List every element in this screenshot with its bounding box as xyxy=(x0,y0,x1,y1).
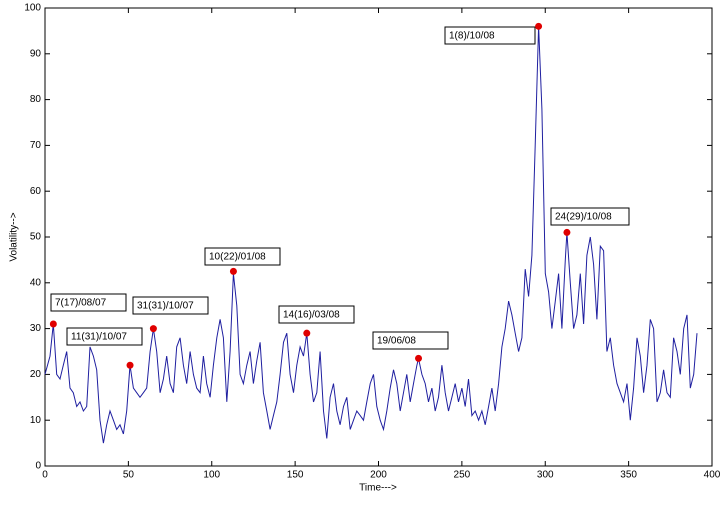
annotation-label: 14(16)/03/08 xyxy=(283,310,340,321)
y-tick-label: 80 xyxy=(30,94,42,105)
y-tick-label: 60 xyxy=(30,186,42,197)
y-axis-label: Volatility--> xyxy=(9,212,20,261)
annotation-box xyxy=(50,293,127,312)
y-tick-label: 20 xyxy=(30,369,42,380)
series-line xyxy=(44,26,698,444)
x-tick-label: 50 xyxy=(123,470,135,481)
x-tick-label: 100 xyxy=(203,470,220,481)
annotation-box xyxy=(66,327,143,346)
annotation-label: 1(8)/10/08 xyxy=(449,31,495,42)
y-tick-label: 70 xyxy=(30,140,42,151)
highlight-point xyxy=(126,361,134,369)
x-tick-label: 0 xyxy=(42,470,48,481)
annotation-label: 31(31)/10/07 xyxy=(137,301,194,312)
highlight-point xyxy=(563,228,571,236)
x-axis-label: Time---> xyxy=(359,483,397,494)
x-tick-label: 200 xyxy=(370,470,387,481)
annotation-box xyxy=(204,247,281,266)
highlight-point xyxy=(49,320,57,328)
annotation-label: 24(29)/10/08 xyxy=(555,212,612,223)
annotation-box xyxy=(372,331,449,350)
x-tick-label: 150 xyxy=(287,470,304,481)
x-tick-label: 300 xyxy=(537,470,554,481)
y-tick-label: 0 xyxy=(35,461,41,472)
highlight-point xyxy=(303,329,311,337)
annotation-label: 7(17)/08/07 xyxy=(55,298,107,309)
highlight-point xyxy=(415,354,423,362)
annotation-box xyxy=(278,305,355,324)
annotation-label: 19/06/08 xyxy=(377,336,416,347)
annotation-label: 10(22)/01/08 xyxy=(209,252,266,263)
plot-frame xyxy=(44,7,713,467)
annotation-box xyxy=(550,207,630,226)
highlight-point xyxy=(149,325,157,333)
y-tick-label: 30 xyxy=(30,323,42,334)
highlight-point xyxy=(535,22,543,30)
annotation-box xyxy=(132,296,209,315)
y-tick-label: 40 xyxy=(30,277,42,288)
y-tick-label: 10 xyxy=(30,415,42,426)
x-tick-label: 250 xyxy=(454,470,471,481)
annotation-box xyxy=(444,26,536,45)
highlight-point xyxy=(229,267,237,275)
annotation-label: 11(31)/10/07 xyxy=(71,332,127,343)
y-tick-label: 50 xyxy=(30,232,42,243)
y-tick-label: 100 xyxy=(24,3,41,14)
x-tick-label: 350 xyxy=(620,470,637,481)
y-tick-label: 90 xyxy=(30,48,42,59)
x-tick-label: 400 xyxy=(704,470,721,481)
